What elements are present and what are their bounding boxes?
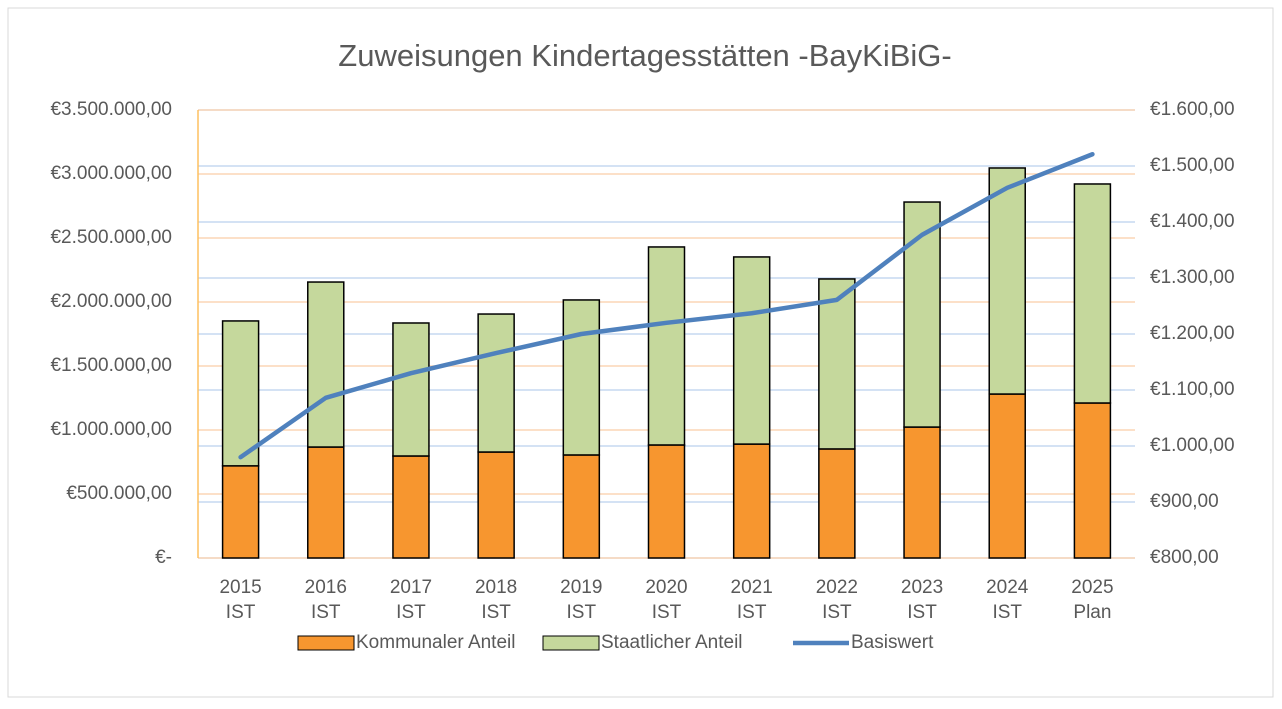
chart-border: [7, 7, 1274, 698]
bar: [562, 299, 601, 456]
bar: [392, 455, 430, 559]
x-tick-label: 2015 IST: [219, 577, 261, 623]
bar: [1073, 402, 1112, 559]
bar: [1073, 183, 1112, 404]
bar: [647, 246, 686, 446]
chart-title: Zuweisungen Kindertagesstätten -BayKiBiG…: [338, 38, 951, 73]
bar: [988, 393, 1026, 559]
bar: [732, 256, 771, 445]
y-tick-label: €2.500.000,00: [50, 227, 172, 248]
y2-tick-label: €800,00: [1150, 547, 1219, 568]
bar: [903, 201, 941, 428]
x-tick-label: 2016 IST: [305, 577, 347, 623]
legend-label: Basiswert: [851, 632, 934, 653]
y2-tick-label: €1.000,00: [1150, 435, 1235, 456]
bar: [221, 465, 260, 559]
bar: [732, 443, 771, 559]
legend-swatch: [542, 635, 600, 651]
bar: [818, 278, 856, 450]
y-tick-label: €1.000.000,00: [50, 419, 172, 440]
bar: [392, 322, 430, 457]
y-tick-label: €3.500.000,00: [50, 99, 172, 120]
y-tick-label: €500.000,00: [66, 483, 172, 504]
x-tick-label: 2018 IST: [475, 577, 517, 623]
y2-tick-label: €1.100,00: [1150, 379, 1235, 400]
bar: [221, 320, 260, 467]
y2-tick-label: €1.400,00: [1150, 211, 1235, 232]
x-tick-label: 2023 IST: [901, 577, 943, 623]
x-tick-label: 2020 IST: [645, 577, 687, 623]
legend-swatch: [297, 635, 355, 651]
x-tick-label: 2019 IST: [560, 577, 602, 623]
bar: [903, 426, 941, 559]
legend-label: Kommunaler Anteil: [356, 632, 515, 653]
y-tick-label: €1.500.000,00: [50, 355, 172, 376]
y-tick-label: €-: [155, 547, 172, 568]
y-tick-label: €3.000.000,00: [50, 163, 172, 184]
y2-tick-label: €1.200,00: [1150, 323, 1235, 344]
y2-tick-label: €900,00: [1150, 491, 1219, 512]
bar: [818, 448, 856, 559]
y2-tick-label: €1.600,00: [1150, 99, 1235, 120]
y2-tick-label: €1.300,00: [1150, 267, 1235, 288]
bar: [647, 444, 686, 559]
legend-label: Staatlicher Anteil: [601, 632, 743, 653]
bar: [562, 454, 601, 559]
line: [238, 151, 1095, 460]
x-tick-label: 2021 IST: [731, 577, 773, 623]
bar: [477, 451, 515, 559]
x-tick-label: 2024 IST: [986, 577, 1029, 623]
bar: [988, 167, 1026, 395]
bar: [477, 313, 515, 453]
x-tick-label: 2025 Plan: [1071, 577, 1113, 623]
bar: [307, 281, 345, 448]
y2-tick-label: €1.500,00: [1150, 155, 1235, 176]
y-tick-label: €2.000.000,00: [50, 291, 172, 312]
x-tick-label: 2022 IST: [816, 577, 858, 623]
bar: [307, 446, 345, 559]
x-tick-label: 2017 IST: [390, 577, 432, 623]
